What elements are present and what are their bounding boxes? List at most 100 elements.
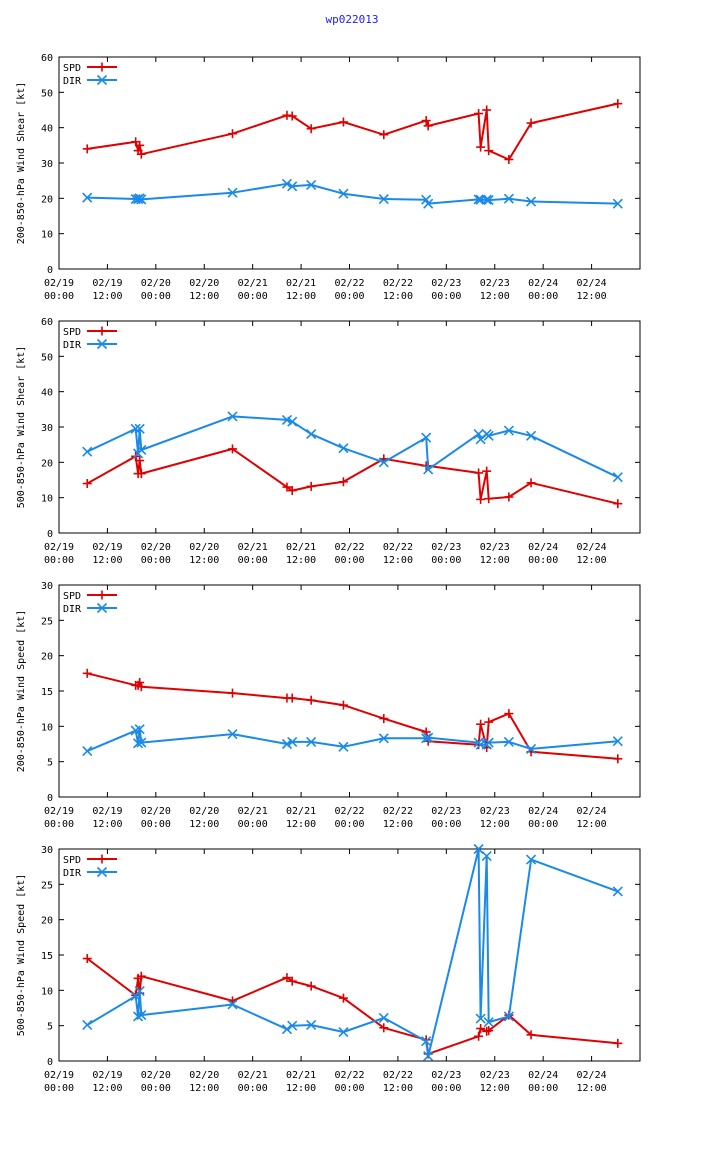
legend-marker-spd [97, 590, 107, 600]
x-tick-date: 02/20 [189, 278, 219, 289]
x-tick-time: 00:00 [431, 819, 461, 830]
data-point-spd [338, 700, 348, 710]
legend-marker-dir [96, 602, 108, 614]
series-line-spd [87, 102, 619, 161]
data-point-spd [474, 109, 484, 119]
legend-label: SPD [63, 327, 81, 338]
data-point-dir [134, 423, 145, 434]
data-point-spd [482, 466, 492, 476]
x-tick-date: 02/24 [577, 806, 607, 817]
data-point-spd [287, 486, 297, 496]
chart-panel-4: 0 5 10 15 20 25 30 02/19 00:00 02/19 12:00 02/20 00:… [16, 843, 641, 1094]
data-point-dir [136, 194, 147, 205]
x-tick-time: 00:00 [334, 1083, 364, 1094]
x-tick-date: 02/21 [238, 278, 268, 289]
x-tick-time: 12:00 [577, 555, 607, 566]
legend-marker-spd [97, 326, 107, 336]
data-point-dir [287, 1020, 298, 1031]
data-point-spd [476, 1023, 486, 1033]
data-point-spd [338, 477, 348, 487]
data-point-dir [82, 446, 93, 457]
x-tick-date: 02/21 [286, 1070, 316, 1081]
data-point-spd [136, 682, 146, 692]
y-tick-label: 0 [47, 1057, 53, 1068]
y-axis-label: 500-850-hPa Wind Speed [kt] [16, 874, 27, 1037]
data-point-spd [474, 1031, 484, 1041]
x-tick-date: 02/24 [577, 542, 607, 553]
data-point-spd [379, 130, 389, 140]
x-tick-date: 02/23 [431, 542, 461, 553]
y-tick-label: 40 [41, 388, 53, 399]
x-tick-time: 12:00 [189, 555, 219, 566]
data-point-spd [482, 105, 492, 115]
data-point-spd [287, 976, 297, 986]
x-tick-time: 00:00 [238, 819, 268, 830]
x-tick-time: 12:00 [577, 1083, 607, 1094]
data-point-dir [423, 1050, 434, 1062]
legend-marker-dir [96, 338, 108, 350]
x-tick-date: 02/20 [141, 1070, 171, 1081]
data-point-spd [287, 693, 297, 703]
data-point-dir [134, 985, 145, 997]
x-tick-time: 12:00 [383, 1083, 413, 1094]
x-tick-date: 02/21 [286, 542, 316, 553]
data-point-spd [613, 754, 623, 764]
y-axis-label: 500-850-hPa Wind Shear [kt] [16, 346, 27, 509]
y-tick-label: 20 [41, 458, 53, 469]
data-point-dir [473, 429, 484, 440]
series-line-dir [86, 415, 619, 479]
x-tick-time: 12:00 [480, 819, 510, 830]
data-point-dir [281, 178, 293, 189]
y-tick-label: 10 [41, 494, 53, 505]
y-tick-label: 60 [41, 317, 53, 328]
data-point-dir [525, 196, 537, 207]
series-line-spd [86, 957, 618, 1055]
x-tick-time: 00:00 [238, 291, 268, 302]
x-tick-date: 02/23 [480, 806, 510, 817]
data-point-dir [421, 1036, 432, 1047]
x-tick-date: 02/21 [238, 542, 268, 553]
x-tick-time: 12:00 [383, 555, 413, 566]
data-point-spd [227, 688, 237, 698]
legend-marker-spd [97, 62, 107, 72]
x-tick-time: 12:00 [286, 291, 316, 302]
x-tick-time: 12:00 [92, 819, 122, 830]
y-tick-label: 5 [47, 1022, 53, 1033]
data-point-dir [306, 429, 317, 440]
data-point-dir [503, 736, 514, 747]
x-tick-date: 02/24 [577, 1070, 607, 1081]
series-line-dir [86, 848, 619, 1058]
data-point-spd [526, 118, 536, 128]
x-tick-date: 02/24 [577, 278, 607, 289]
series-line-spd [86, 447, 619, 505]
x-tick-time: 00:00 [334, 819, 364, 830]
x-tick-date: 02/22 [383, 806, 413, 817]
data-point-dir [136, 1010, 147, 1021]
data-point-spd [476, 494, 486, 504]
data-point-dir [133, 1011, 144, 1022]
data-point-spd [282, 973, 292, 983]
x-tick-time: 12:00 [286, 1083, 316, 1094]
data-point-dir [503, 193, 514, 204]
data-point-spd [379, 714, 389, 724]
x-tick-time: 00:00 [44, 819, 74, 830]
data-point-spd [484, 1026, 494, 1036]
data-point-dir [378, 733, 389, 744]
data-point-spd [136, 971, 146, 981]
x-tick-time: 00:00 [141, 1083, 171, 1094]
data-point-spd [504, 709, 514, 719]
y-tick-label: 50 [41, 88, 53, 99]
x-tick-date: 02/20 [189, 1070, 219, 1081]
data-point-dir [227, 411, 238, 422]
data-point-dir [423, 732, 434, 743]
data-point-dir [338, 443, 349, 454]
x-tick-date: 02/19 [44, 542, 74, 553]
x-tick-date: 02/22 [334, 806, 364, 817]
y-tick-label: 15 [41, 687, 53, 698]
x-tick-date: 02/21 [286, 806, 316, 817]
data-point-dir [227, 999, 238, 1010]
data-point-dir [378, 1012, 389, 1023]
x-tick-time: 00:00 [528, 819, 558, 830]
y-tick-label: 20 [41, 194, 53, 205]
